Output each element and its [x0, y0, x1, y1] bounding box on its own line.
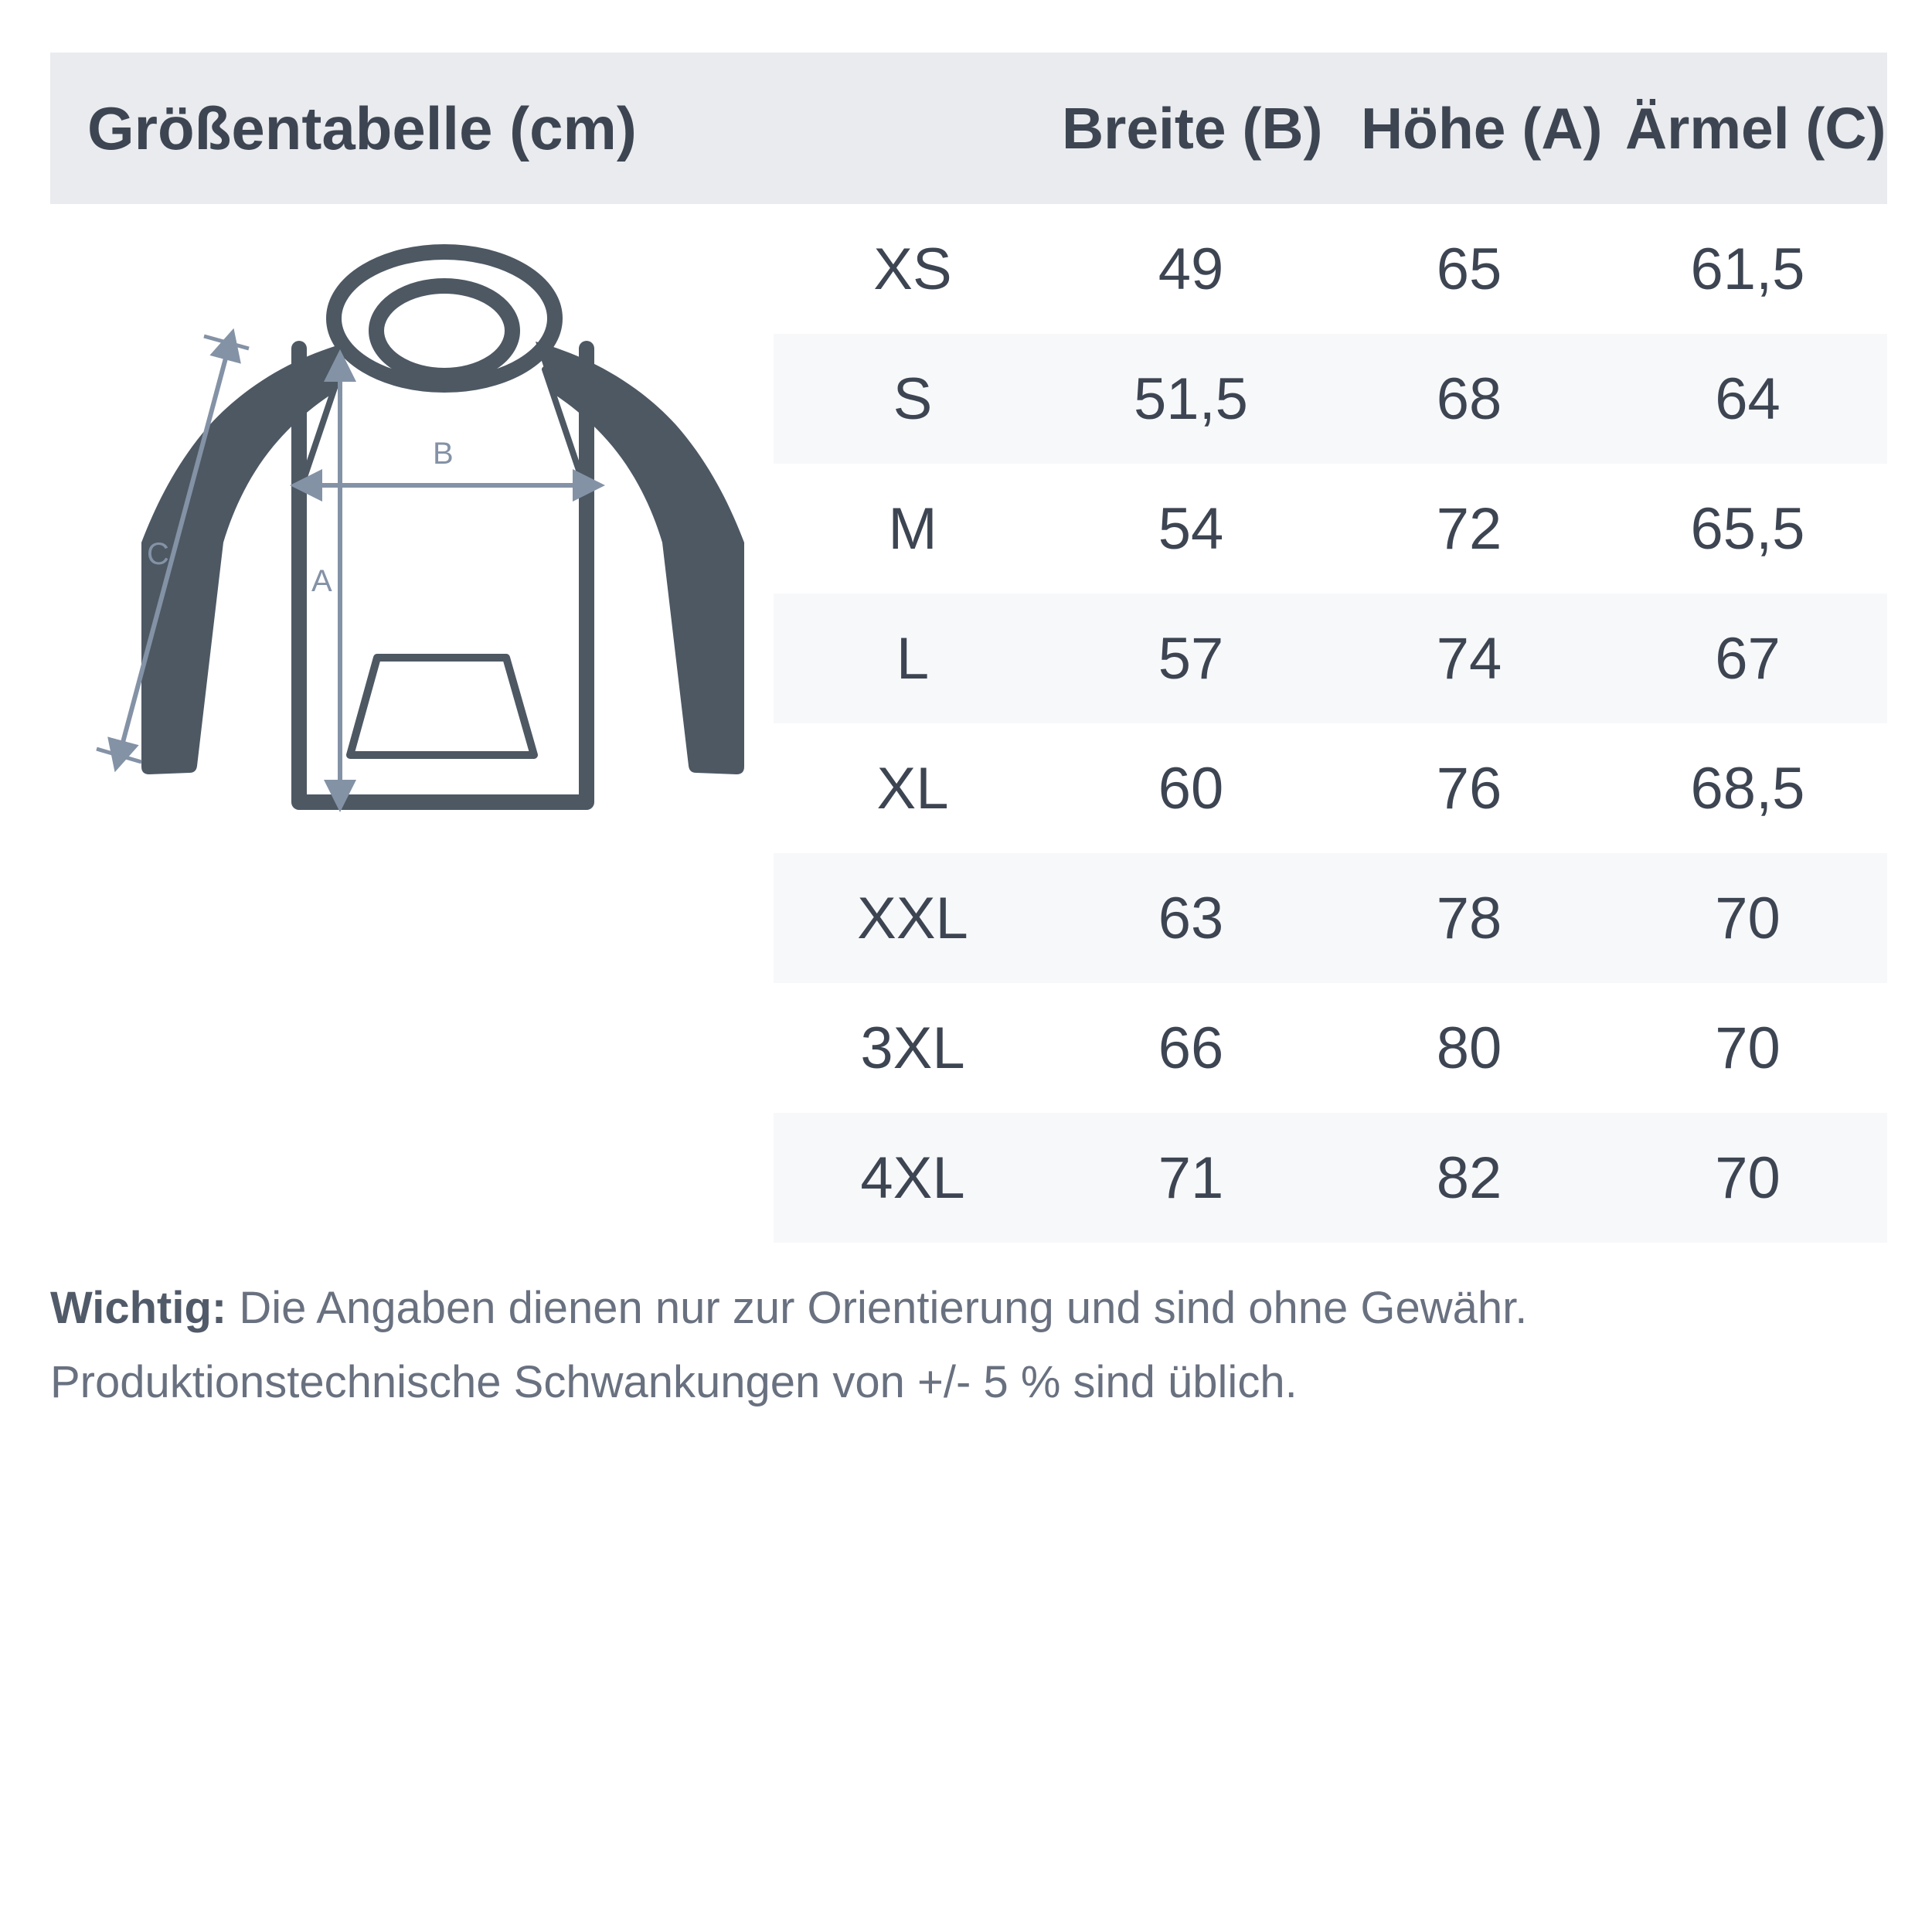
svg-text:A: A: [311, 564, 332, 598]
svg-text:C: C: [147, 537, 169, 571]
svg-text:B: B: [433, 437, 454, 471]
